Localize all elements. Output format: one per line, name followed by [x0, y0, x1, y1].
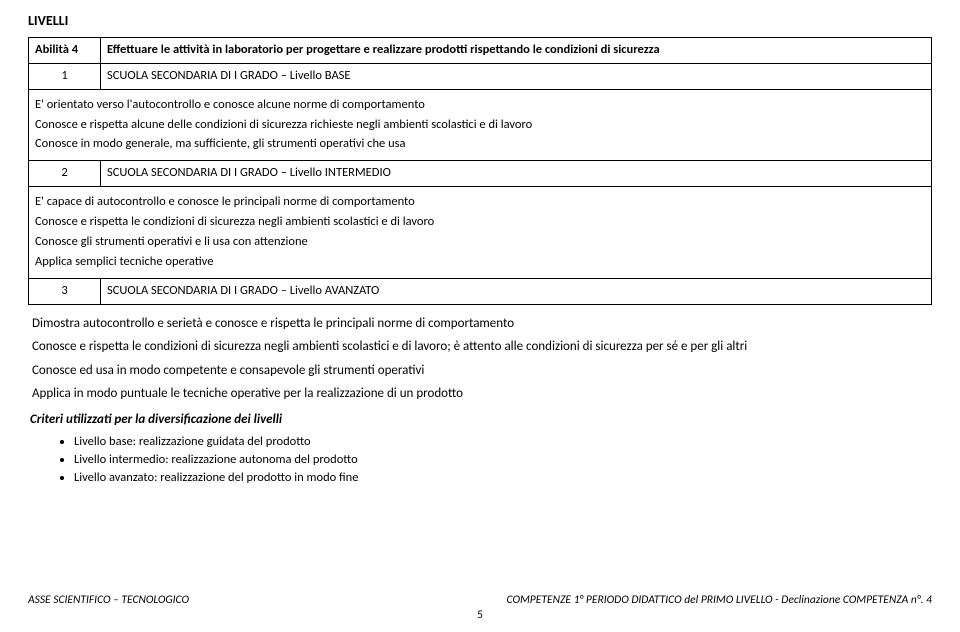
level-line: Conosce ed usa in modo competente e cons… [32, 362, 932, 380]
page-number: 5 [28, 608, 932, 624]
levels-table: Abilità 4 Effettuare le attività in labo… [28, 37, 932, 305]
footer-right: COMPETENZE 1° PERIODO DIDATTICO del PRIM… [507, 593, 932, 609]
level-line: Conosce in modo generale, ma sufficiente… [35, 136, 925, 153]
level-line: Conosce e rispetta alcune delle condizio… [35, 117, 925, 134]
criteria-heading: Criteri utilizzati per la diversificazio… [30, 411, 932, 429]
criteria-list: Livello base: realizzazione guidata del … [28, 434, 932, 487]
level-3-content: Dimostra autocontrollo e serietà e conos… [28, 315, 932, 403]
level-content: E' capace di autocontrollo e conosce le … [29, 187, 932, 279]
table-row: 2 SCUOLA SECONDARIA DI I GRADO – Livello… [29, 161, 932, 187]
list-item: Livello intermedio: realizzazione autono… [74, 452, 932, 469]
level-line: E' capace di autocontrollo e conosce le … [35, 194, 925, 211]
level-line: Applica in modo puntuale le tecniche ope… [32, 385, 932, 403]
level-line: Conosce e rispetta le condizioni di sicu… [35, 214, 925, 231]
level-line: Applica semplici tecniche operative [35, 254, 925, 271]
level-number: 3 [29, 278, 101, 304]
level-title: SCUOLA SECONDARIA DI I GRADO – Livello B… [101, 63, 932, 89]
abilita-label: Abilità 4 [29, 37, 101, 63]
level-line: Conosce gli strumenti operativi e li usa… [35, 234, 925, 251]
footer-left: ASSE SCIENTIFICO – TECNOLOGICO [28, 593, 189, 609]
level-title: SCUOLA SECONDARIA DI I GRADO – Livello I… [101, 161, 932, 187]
list-item: Livello base: realizzazione guidata del … [74, 434, 932, 451]
table-row: E' orientato verso l'autocontrollo e con… [29, 89, 932, 161]
level-title: SCUOLA SECONDARIA DI I GRADO – Livello A… [101, 278, 932, 304]
table-row: 3 SCUOLA SECONDARIA DI I GRADO – Livello… [29, 278, 932, 304]
level-content: E' orientato verso l'autocontrollo e con… [29, 89, 932, 161]
level-line: Conosce e rispetta le condizioni di sicu… [32, 338, 932, 356]
table-row: E' capace di autocontrollo e conosce le … [29, 187, 932, 279]
level-line: Dimostra autocontrollo e serietà e conos… [32, 315, 932, 333]
section-heading: LIVELLI [28, 12, 932, 31]
level-number: 1 [29, 63, 101, 89]
list-item: Livello avanzato: realizzazione del prod… [74, 470, 932, 487]
table-row: 1 SCUOLA SECONDARIA DI I GRADO – Livello… [29, 63, 932, 89]
page-footer: ASSE SCIENTIFICO – TECNOLOGICO COMPETENZ… [28, 593, 932, 624]
table-header-row: Abilità 4 Effettuare le attività in labo… [29, 37, 932, 63]
abilita-description: Effettuare le attività in laboratorio pe… [101, 37, 932, 63]
level-line: E' orientato verso l'autocontrollo e con… [35, 97, 925, 114]
level-number: 2 [29, 161, 101, 187]
